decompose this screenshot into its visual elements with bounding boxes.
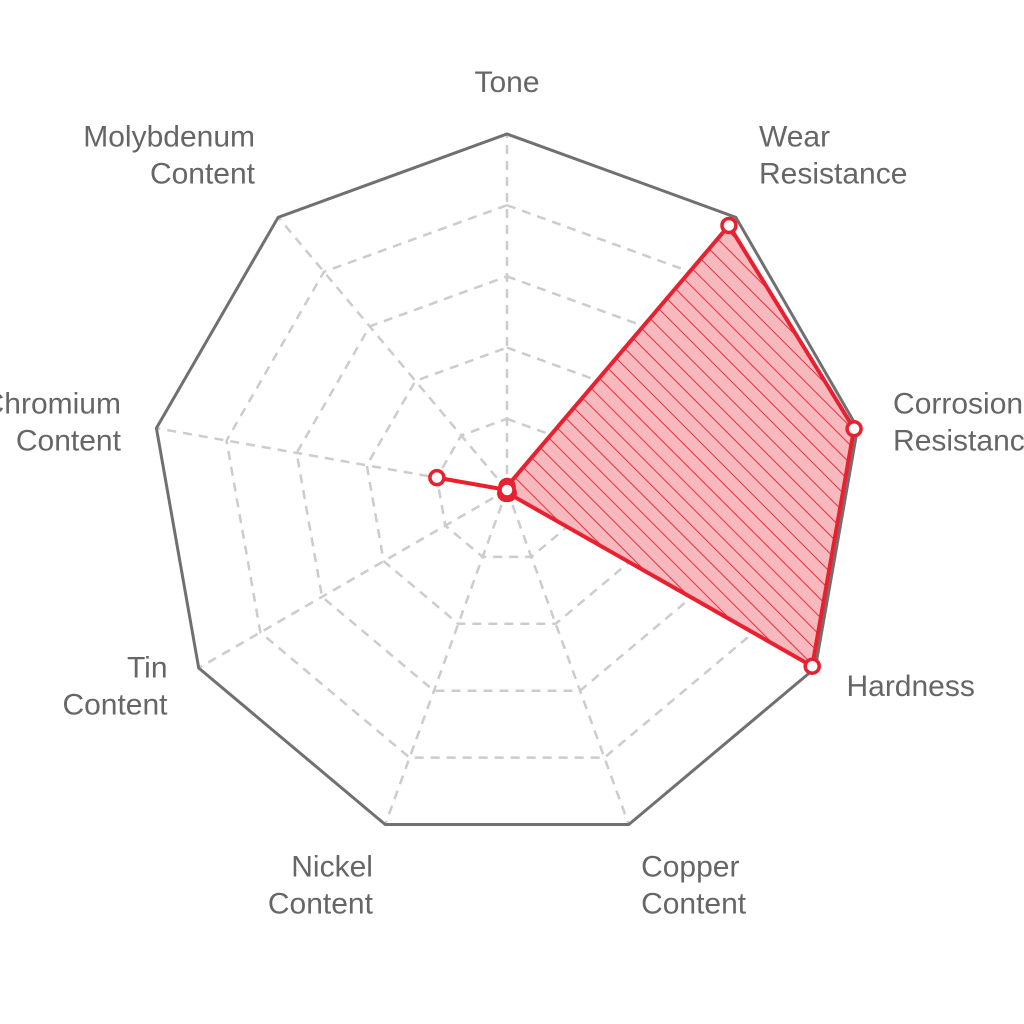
axis-label-1-line-1: Resistance xyxy=(759,158,907,191)
grid-spoke-8 xyxy=(277,216,508,491)
axis-label-7-line-1: Content xyxy=(16,424,122,457)
axis-label-3-line-0: Hardness xyxy=(846,670,974,703)
axis-label-4-line-1: Content xyxy=(641,887,747,920)
grid-spoke-6 xyxy=(198,488,508,670)
series-point-3 xyxy=(803,657,821,675)
axis-label-7-line-0: Chromium xyxy=(0,387,121,420)
axis-label-2-line-0: Corrosion xyxy=(893,387,1023,420)
series-layer xyxy=(428,216,863,675)
axis-labels: Tone Wear Resistance Corrosion Resistance Har… xyxy=(0,66,1024,920)
axis-label-8-line-0: Molybdenum xyxy=(83,121,255,154)
axis-label-6-line-1: Content xyxy=(62,689,168,722)
axis-label-5-line-1: Content xyxy=(268,887,374,920)
series-point-7 xyxy=(428,468,446,487)
grid-ring-3 xyxy=(295,275,719,692)
axis-label-6-line-0: Tin xyxy=(127,652,168,685)
series-point-2 xyxy=(845,420,863,438)
series-point-1 xyxy=(720,216,738,235)
axis-label-2-line-1: Resistance xyxy=(893,424,1024,457)
axis-label-1-line-0: Wear xyxy=(759,121,830,154)
grid-spoke-7 xyxy=(156,426,508,492)
axis-label-8-line-1: Content xyxy=(150,158,256,191)
axis-label-4-line-0: Copper xyxy=(641,850,739,883)
grid-outer-ring xyxy=(154,132,860,827)
axis-label-5-line-0: Nickel xyxy=(291,850,373,883)
grid-spoke-5 xyxy=(384,489,509,825)
series-area-0 xyxy=(434,223,857,669)
grid-spoke-4 xyxy=(505,489,630,825)
series-point-8 xyxy=(498,481,516,499)
axis-label-0-line-0: Tone xyxy=(474,66,539,99)
